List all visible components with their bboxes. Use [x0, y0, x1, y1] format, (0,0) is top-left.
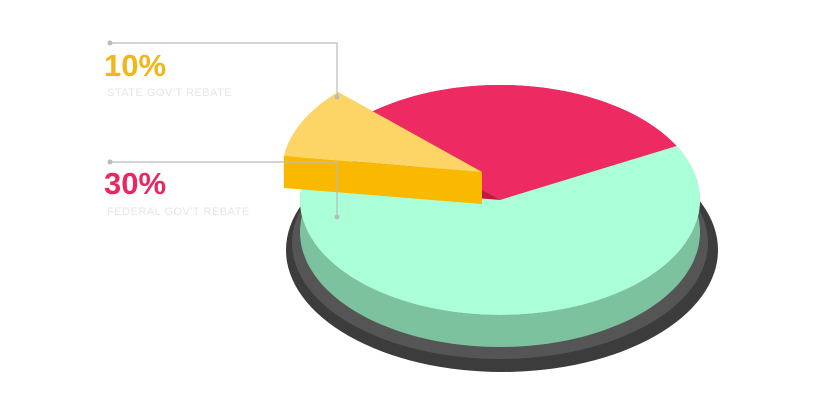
slice: [300, 146, 700, 315]
slice: [283, 92, 482, 172]
value-label: 10%: [104, 48, 166, 83]
category-label: FEDERAL GOV'T REBATE: [107, 206, 250, 218]
slice-side: [283, 156, 482, 204]
pie: [283, 85, 700, 347]
leader-dot: [107, 40, 113, 46]
leader-dot: [334, 214, 340, 220]
leader-dot: [334, 94, 340, 100]
slice: [356, 85, 677, 200]
value-label: 30%: [104, 166, 166, 201]
leader-line: [110, 161, 338, 217]
category-label: STATE GOV'T REBATE: [107, 87, 232, 99]
labels: 10% STATE GOV'T REBATE 30% FEDERAL GOV'T…: [104, 40, 340, 220]
leader-dot: [107, 159, 113, 165]
leader-line: [110, 42, 338, 97]
